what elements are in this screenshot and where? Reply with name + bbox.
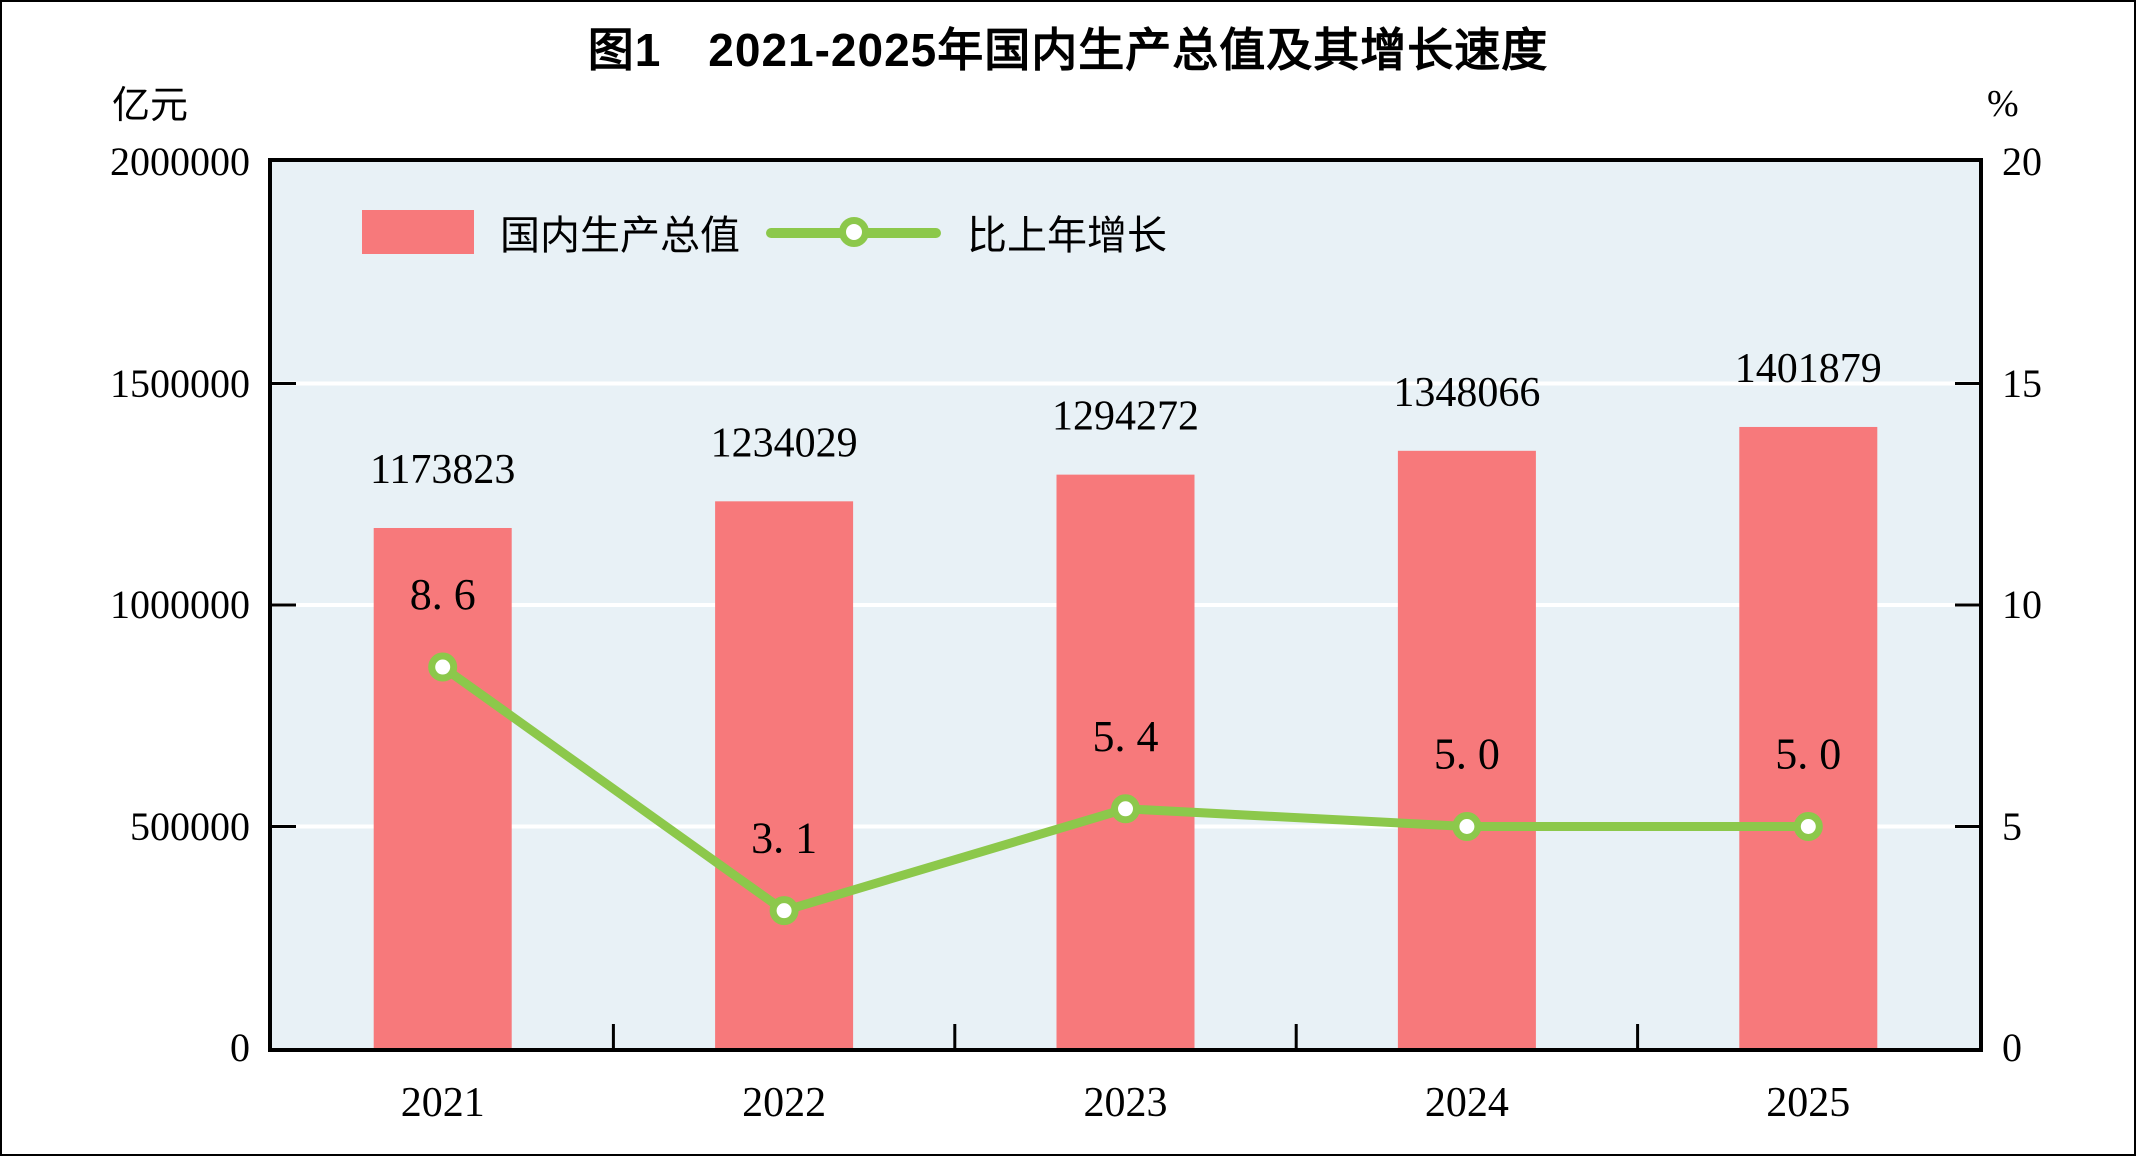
left-axis-unit: 亿元 — [111, 85, 188, 127]
bar-value-label: 1234029 — [711, 420, 858, 466]
growth-marker-2022 — [769, 896, 799, 926]
legend-growth-marker — [838, 217, 869, 247]
gdp-bar-2025 — [1739, 426, 1878, 1048]
gdp-bar-2024 — [1397, 450, 1536, 1048]
bar-value-label: 1294272 — [1052, 394, 1199, 440]
legend-growth-label: 比上年增长 — [967, 213, 1167, 258]
bar-value-label: 1401879 — [1735, 346, 1882, 392]
chart-title: 图1 2021-2025年国内生产总值及其增长速度 — [587, 24, 1549, 76]
gdp-bar-2021 — [373, 527, 512, 1048]
legend-gdp-label: 国内生产总值 — [500, 213, 740, 258]
y-axis-label-right: 10 — [2002, 582, 2042, 627]
legend: 国内生产总值 比上年增长 — [362, 200, 1167, 264]
x-axis-label-2021: 2021 — [400, 1080, 485, 1126]
y-axis-label-right: 15 — [2002, 360, 2042, 406]
plot-area: 1173823 1234029 1294272 1348066 1401879 8. 6 3… — [268, 158, 1983, 1052]
bar-value-label: 1173823 — [370, 447, 515, 493]
plot-svg: 1173823 1234029 1294272 1348066 1401879 8. 6 3… — [272, 346, 1979, 1048]
y-axis-label-left: 1000000 — [110, 582, 250, 627]
growth-marker-2025 — [1793, 812, 1823, 841]
growth-value-label: 5. 0 — [1434, 730, 1500, 779]
x-axis-label-2024: 2024 — [1424, 1080, 1509, 1126]
gdp-bar-2022 — [715, 501, 854, 1048]
gdp-bar-2023 — [1056, 474, 1195, 1048]
y-axis-label-left: 0 — [230, 1025, 250, 1070]
x-axis-label-2022: 2022 — [742, 1080, 827, 1126]
y-axis-label-right: 0 — [2002, 1025, 2022, 1070]
legend-growth-line-sample — [766, 212, 941, 252]
growth-value-label: 3. 1 — [751, 814, 817, 863]
y-axis-label-left: 500000 — [130, 803, 250, 849]
x-axis-label-2025: 2025 — [1766, 1080, 1851, 1126]
growth-value-label: 5. 0 — [1775, 730, 1841, 779]
right-axis-unit: % — [1987, 83, 2019, 125]
bar-value-label: 1348066 — [1393, 370, 1540, 416]
y-axis-label-left: 1500000 — [110, 360, 250, 406]
legend-gdp-swatch — [362, 210, 474, 254]
y-axis-label-right: 20 — [2002, 139, 2042, 184]
x-axis-label-2023: 2023 — [1083, 1080, 1168, 1126]
y-axis-label-right: 5 — [2002, 803, 2022, 849]
growth-value-label: 8. 6 — [410, 570, 476, 619]
growth-marker-2023 — [1111, 794, 1140, 824]
growth-value-label: 5. 4 — [1093, 712, 1159, 761]
y-axis-label-left: 2000000 — [110, 139, 250, 184]
growth-marker-2021 — [428, 652, 458, 682]
growth-marker-2024 — [1452, 812, 1482, 841]
